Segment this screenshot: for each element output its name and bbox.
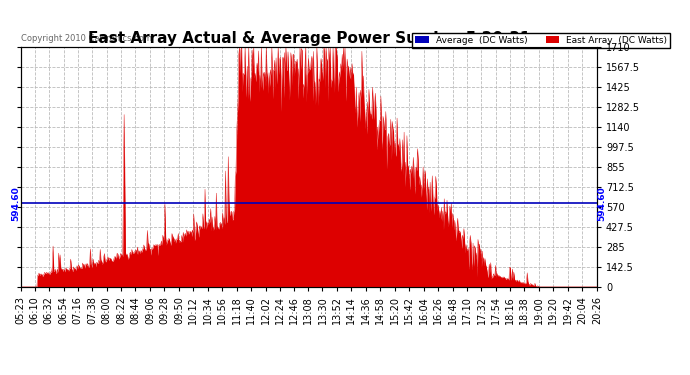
Text: 594.60: 594.60 [598, 186, 607, 221]
Text: Copyright 2010 Cartronics.com: Copyright 2010 Cartronics.com [21, 34, 152, 43]
Text: 594.60: 594.60 [11, 186, 20, 221]
Legend: Average  (DC Watts), East Array  (DC Watts): Average (DC Watts), East Array (DC Watts… [413, 33, 670, 48]
Title: East Array Actual & Average Power Sun Jun 5 20:31: East Array Actual & Average Power Sun Ju… [88, 31, 530, 46]
